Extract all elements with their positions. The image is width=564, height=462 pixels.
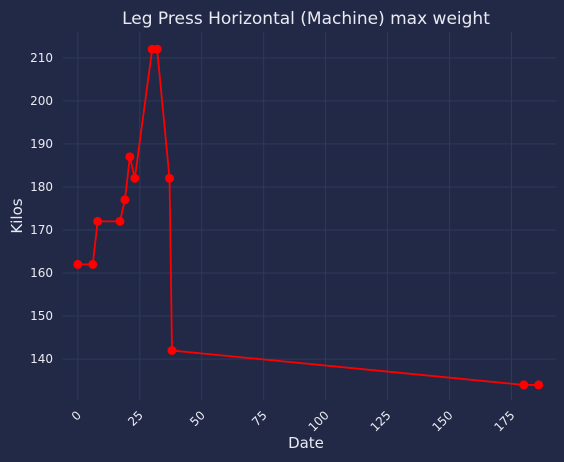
data-point [125, 152, 135, 162]
y-tick-label: 180 [30, 180, 53, 194]
data-point [93, 216, 103, 226]
data-point [165, 173, 175, 183]
data-point [88, 259, 98, 269]
data-point [73, 259, 83, 269]
data-point [115, 216, 125, 226]
series-layer [73, 44, 544, 390]
chart-title: Leg Press Horizontal (Machine) max weigh… [122, 9, 490, 29]
data-point [167, 346, 177, 356]
y-axis-label: Kilos [8, 198, 26, 233]
data-point [519, 380, 529, 390]
grid [63, 32, 556, 400]
data-point [534, 380, 544, 390]
x-axis-label: Date [288, 434, 324, 452]
y-tick-label: 150 [30, 309, 53, 323]
data-point [130, 173, 140, 183]
plot-area [63, 32, 556, 400]
y-tick-label: 210 [30, 51, 53, 65]
y-tick-label: 190 [30, 137, 53, 151]
data-point [120, 195, 130, 205]
y-tick-label: 140 [30, 352, 53, 366]
y-tick-label: 200 [30, 94, 53, 108]
y-tick-label: 170 [30, 223, 53, 237]
y-tick-label: 160 [30, 266, 53, 280]
data-point [152, 44, 162, 54]
